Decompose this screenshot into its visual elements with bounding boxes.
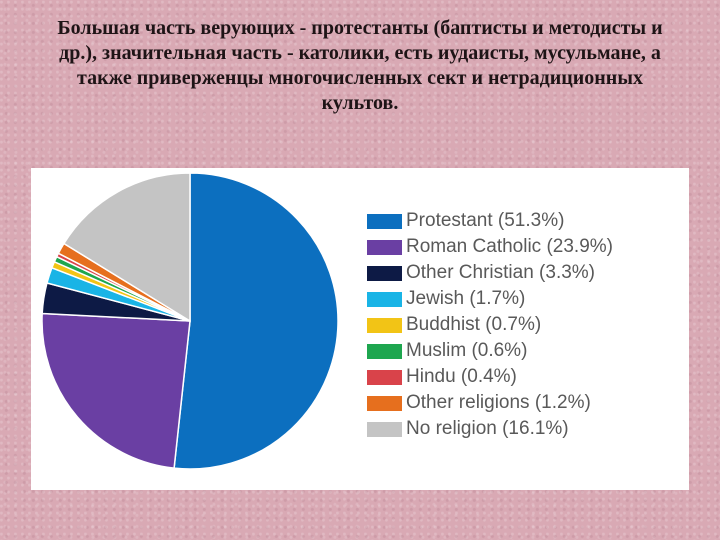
slide-description: Большая часть верующих - протестанты (ба… bbox=[57, 17, 663, 114]
legend-swatch bbox=[367, 239, 402, 255]
legend-item: Other religions (1.2%) bbox=[367, 390, 613, 416]
legend-item: Jewish (1.7%) bbox=[367, 286, 613, 312]
chart-legend: Protestant (51.3%) Roman Catholic (23.9%)… bbox=[367, 208, 613, 442]
pie-slice-roman-catholic bbox=[41, 312, 191, 469]
religion-pie-chart: Protestant (51.3%) Roman Catholic (23.9%)… bbox=[31, 168, 689, 490]
legend-label: Hindu (0.4%) bbox=[406, 366, 517, 387]
legend-swatch bbox=[367, 369, 402, 385]
legend-item: Muslim (0.6%) bbox=[367, 338, 613, 364]
legend-label: Muslim (0.6%) bbox=[406, 340, 528, 361]
legend-item: Buddhist (0.7%) bbox=[367, 312, 613, 338]
legend-label: Other Christian (3.3%) bbox=[406, 262, 596, 283]
legend-item: Roman Catholic (23.9%) bbox=[367, 234, 613, 260]
pie-plot bbox=[41, 172, 339, 470]
legend-label: Jewish (1.7%) bbox=[406, 288, 526, 309]
legend-swatch bbox=[367, 317, 402, 333]
legend-label: Protestant (51.3%) bbox=[406, 210, 565, 231]
legend-label: Other religions (1.2%) bbox=[406, 392, 591, 413]
legend-swatch bbox=[367, 213, 402, 229]
legend-swatch bbox=[367, 291, 402, 307]
legend-swatch bbox=[367, 395, 402, 411]
pie-slice-no-religion bbox=[62, 172, 191, 323]
legend-item: Hindu (0.4%) bbox=[367, 364, 613, 390]
legend-swatch bbox=[367, 343, 402, 359]
legend-label: Roman Catholic (23.9%) bbox=[406, 236, 613, 257]
legend-item: Other Christian (3.3%) bbox=[367, 260, 613, 286]
legend-label: Buddhist (0.7%) bbox=[406, 314, 542, 335]
legend-swatch bbox=[367, 421, 402, 437]
pie-slice-protestant bbox=[173, 172, 339, 470]
legend-item: Protestant (51.3%) bbox=[367, 208, 613, 234]
legend-item: No religion (16.1%) bbox=[367, 416, 613, 442]
legend-label: No religion (16.1%) bbox=[406, 418, 569, 439]
legend-swatch bbox=[367, 265, 402, 281]
